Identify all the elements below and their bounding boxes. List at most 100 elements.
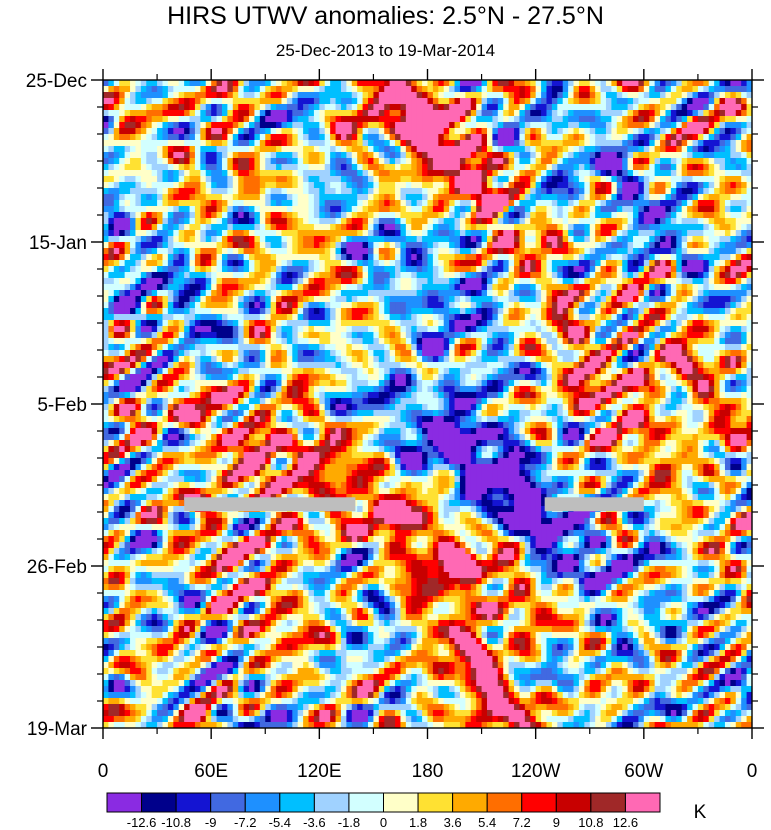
field-cell [368,320,375,327]
field-cell [519,308,526,315]
field-cell [643,284,650,291]
field-cell [449,290,456,297]
field-cell [265,266,272,273]
field-cell [519,92,526,99]
field-cell [167,272,174,279]
field-cell [135,206,142,213]
field-cell [221,140,228,147]
field-cell [622,230,629,237]
field-cell [714,152,721,159]
field-cell [449,104,456,111]
field-cell [184,314,191,321]
field-cell [524,134,531,141]
field-cell [330,314,337,321]
field-cell [627,242,634,249]
field-cell [130,218,137,225]
field-cell [270,164,277,171]
field-cell [703,266,710,273]
field-cell [703,146,710,153]
field-cell [746,164,752,171]
field-cell [557,308,564,315]
field-cell [692,260,699,267]
field-cell [681,98,688,105]
field-cell [189,104,196,111]
field-cell [238,122,245,129]
field-cell [746,80,752,87]
field-cell [476,302,483,309]
field-cell [519,164,526,171]
field-cell [508,290,515,297]
field-cell [503,128,510,135]
field-cell [568,320,575,327]
field-cell [724,164,731,171]
field-cell [524,236,531,243]
field-cell [616,176,623,183]
field-cell [324,308,331,315]
field-cell [357,86,364,93]
field-cell [113,128,120,135]
field-cell [297,266,304,273]
field-cell [373,86,380,93]
field-cell [643,140,650,147]
field-cell [373,266,380,273]
field-cell [389,128,396,135]
field-cell [330,260,337,267]
field-cell [670,104,677,111]
field-cell [605,272,612,279]
field-cell [265,224,272,231]
field-cell [140,170,147,177]
field-cell [589,260,596,267]
field-cell [232,260,239,267]
field-cell [714,248,721,255]
field-cell [286,308,293,315]
field-cell [259,236,266,243]
field-cell [573,98,580,105]
field-cell [119,110,126,117]
field-cell [730,158,737,165]
field-cell [486,266,493,273]
field-cell [492,254,499,261]
field-cell [151,116,158,123]
field-cell [492,116,499,123]
field-cell [432,176,439,183]
field-cell [627,110,634,117]
field-cell [162,296,169,303]
field-cell [492,284,499,291]
field-cell [330,158,337,165]
field-cell [178,164,185,171]
field-cell [600,236,607,243]
field-cell [524,146,531,153]
field-cell [449,98,456,105]
field-cell [714,200,721,207]
field-cell [335,200,342,207]
field-cell [687,266,694,273]
field-cell [140,152,147,159]
field-cell [622,104,629,111]
field-cell [741,188,748,195]
field-cell [741,176,748,183]
field-cell [470,278,477,285]
field-cell [535,104,542,111]
field-cell [735,284,742,291]
field-cell [205,176,212,183]
field-cell [259,152,266,159]
field-cell [384,284,391,291]
field-cell [622,236,629,243]
field-cell [584,224,591,231]
field-cell [313,254,320,261]
field-cell [687,98,694,105]
field-cell [216,218,223,225]
field-cell [135,152,142,159]
field-cell [157,230,164,237]
field-cell [405,248,412,255]
field-cell [443,218,450,225]
field-cell [395,98,402,105]
field-cell [113,230,120,237]
field-cell [281,194,288,201]
field-cell [670,170,677,177]
field-cell [113,158,120,165]
field-cell [584,290,591,297]
field-cell [459,158,466,165]
field-cell [535,146,542,153]
field-cell [216,80,223,87]
